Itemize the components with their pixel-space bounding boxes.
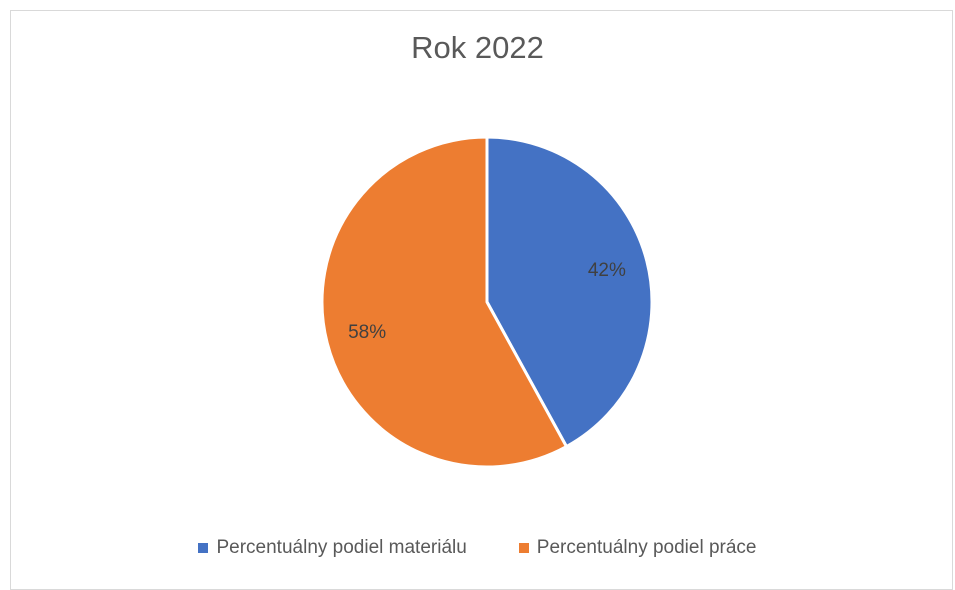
legend-label-work: Percentuálny podiel práce: [536, 537, 757, 558]
slice-label-material: 42%: [588, 260, 626, 281]
pie-slice-work: [320, 135, 568, 469]
legend-item-work: Percentuálny podiel práce: [518, 537, 757, 559]
slice-label-work: 58%: [348, 322, 386, 343]
legend-swatch-work: [518, 543, 529, 553]
pie-chart: 42% 58%: [320, 135, 654, 469]
legend: Percentuálny podiel materiálu Percentuál…: [0, 537, 955, 559]
pie-slice-material: [485, 135, 654, 449]
legend-item-material: Percentuálny podiel materiálu: [198, 537, 467, 559]
legend-swatch-material: [198, 543, 209, 553]
legend-label-material: Percentuálny podiel materiálu: [216, 537, 467, 558]
chart-title: Rok 2022: [411, 30, 544, 65]
